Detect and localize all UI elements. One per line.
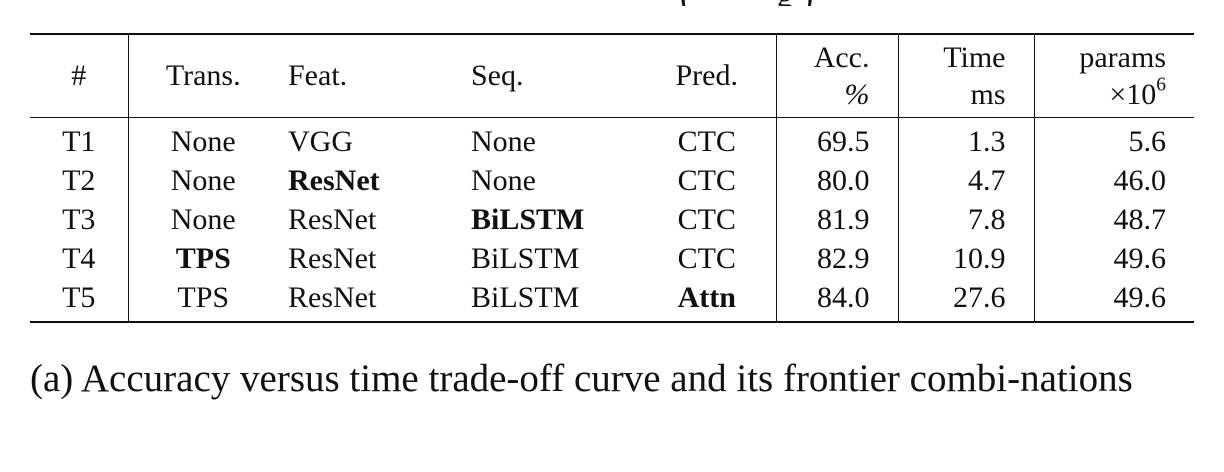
table-header: # Trans. Feat. Seq. Pred. Acc. % <box>30 34 1194 118</box>
cell-time: 7.8 <box>898 200 1035 239</box>
header-params: params ×106 <box>1034 34 1194 118</box>
cell-params: 48.7 <box>1113 202 1167 236</box>
header-pred: Pred. <box>638 34 777 118</box>
header-seq: Seq. <box>446 34 638 118</box>
cell-feat: ResNet <box>288 202 377 236</box>
cell-params: 5.6 <box>1128 124 1167 158</box>
table-body: T1 None VGG None CTC 69.5 1.3 5.6 T2 Non… <box>30 117 1194 322</box>
header-row: # Trans. Feat. Seq. Pred. Acc. % <box>30 34 1194 118</box>
header-trans: Trans. <box>128 34 278 118</box>
cell-acc: 84.0 <box>776 278 899 322</box>
cell-pred: CTC <box>638 161 777 200</box>
cell-id: T3 <box>30 200 129 239</box>
cell-time: 27.6 <box>898 278 1035 322</box>
header-acc: Acc. % <box>776 34 899 118</box>
cell-time: 10.9 <box>898 239 1035 278</box>
cell-params: 46.0 <box>1113 163 1167 197</box>
cell-time: 1.3 <box>898 117 1035 161</box>
table-row: T3 None ResNet BiLSTM CTC 81.9 7.8 48.7 <box>30 200 1194 239</box>
table-row: T1 None VGG None CTC 69.5 1.3 5.6 <box>30 117 1194 161</box>
cell-feat: ResNet <box>288 241 377 275</box>
results-table-container: # Trans. Feat. Seq. Pred. Acc. % <box>30 33 1194 323</box>
clipped-top-text: ( g ) <box>0 0 1224 6</box>
cell-pred: CTC <box>638 239 777 278</box>
cell-feat: ResNet <box>288 280 377 314</box>
table-caption: (a) Accuracy versus time trade-off curve… <box>30 357 1133 400</box>
cell-id: T1 <box>30 117 129 161</box>
table-row: T2 None ResNet None CTC 80.0 4.7 46.0 <box>30 161 1194 200</box>
header-feat: Feat. <box>278 34 446 118</box>
cell-pred: CTC <box>638 200 777 239</box>
table-row: T5 TPS ResNet BiLSTM Attn 84.0 27.6 49.6 <box>30 278 1194 322</box>
cell-params: 49.6 <box>1113 280 1167 314</box>
results-table: # Trans. Feat. Seq. Pred. Acc. % <box>30 33 1194 323</box>
cell-acc: 69.5 <box>776 117 899 161</box>
cell-acc: 82.9 <box>776 239 899 278</box>
cell-feat: ResNet <box>288 163 380 197</box>
cell-trans: TPS <box>175 241 231 275</box>
cell-seq: BiLSTM <box>471 280 580 314</box>
cell-seq: None <box>471 163 536 197</box>
header-id: # <box>30 34 129 118</box>
cell-seq: None <box>471 124 536 158</box>
cell-id: T5 <box>30 278 129 322</box>
cell-params: 49.6 <box>1113 241 1167 275</box>
cell-acc: 81.9 <box>776 200 899 239</box>
cell-pred: Attn <box>638 278 777 322</box>
cell-id: T4 <box>30 239 129 278</box>
cell-trans: None <box>170 124 236 158</box>
cell-feat: VGG <box>288 124 353 158</box>
cell-acc: 80.0 <box>776 161 899 200</box>
table-row: T4 TPS ResNet BiLSTM CTC 82.9 10.9 49.6 <box>30 239 1194 278</box>
cell-pred: CTC <box>638 117 777 161</box>
cell-trans: None <box>170 163 236 197</box>
cell-id: T2 <box>30 161 129 200</box>
cell-seq: BiLSTM <box>471 202 585 236</box>
cell-trans: TPS <box>177 280 230 314</box>
header-time: Time ms <box>898 34 1035 118</box>
cell-seq: BiLSTM <box>471 241 580 275</box>
cell-time: 4.7 <box>898 161 1035 200</box>
cell-trans: None <box>170 202 236 236</box>
